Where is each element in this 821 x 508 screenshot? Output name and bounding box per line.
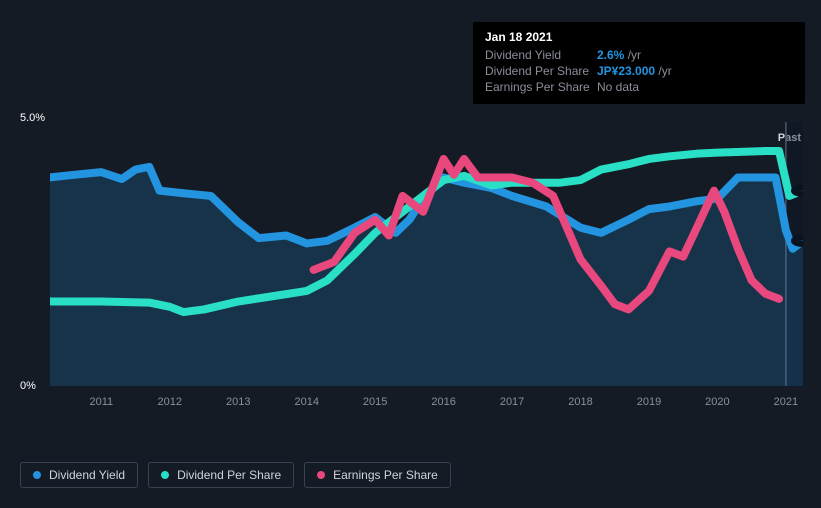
x-axis-tick: 2017 [500,396,524,408]
chart-tooltip: Jan 18 2021 Dividend Yield2.6% /yrDivide… [473,22,805,104]
tooltip-row: Earnings Per ShareNo data [485,80,793,94]
tooltip-row-label: Dividend Yield [485,48,597,62]
legend-item[interactable]: Dividend Yield [20,462,138,488]
legend-swatch-icon [161,471,169,479]
y-axis-tick-min: 0% [20,380,36,392]
x-axis-tick: 2018 [568,396,592,408]
x-axis-tick: 2020 [705,396,729,408]
legend-swatch-icon [317,471,325,479]
tooltip-row: Dividend Yield2.6% /yr [485,48,793,62]
legend-item-label: Earnings Per Share [333,468,438,482]
x-axis: 2011 2012 2013 2014 2015 2016 2017 2018 2019 2020… [50,394,803,414]
legend-item-label: Dividend Yield [49,468,125,482]
x-axis-tick: 2013 [226,396,250,408]
x-axis-tick: 2011 [90,396,114,408]
chart-legend: Dividend Yield Dividend Per Share Earnings… [20,462,451,488]
chart-plot-area[interactable] [50,122,803,386]
x-axis-tick: 2015 [363,396,387,408]
legend-item[interactable]: Dividend Per Share [148,462,294,488]
legend-swatch-icon [33,471,41,479]
tooltip-row-label: Dividend Per Share [485,64,597,78]
tooltip-row-value: No data [597,80,639,94]
x-axis-tick: 2016 [431,396,455,408]
legend-item[interactable]: Earnings Per Share [304,462,451,488]
x-axis-tick: 2021 [774,396,798,408]
y-axis-tick-max: 5.0% [20,112,45,124]
tooltip-row: Dividend Per ShareJP¥23.000 /yr [485,64,793,78]
tooltip-row-value: 2.6% /yr [597,48,641,62]
x-axis-tick: 2014 [294,396,318,408]
x-axis-tick: 2012 [158,396,182,408]
dividend-chart: 5.0% 0% Past 201120122013201420152016201… [20,104,821,414]
legend-item-label: Dividend Per Share [177,468,281,482]
tooltip-date: Jan 18 2021 [485,30,793,44]
tooltip-row-label: Earnings Per Share [485,80,597,94]
tooltip-row-value: JP¥23.000 /yr [597,64,672,78]
x-axis-tick: 2019 [637,396,661,408]
